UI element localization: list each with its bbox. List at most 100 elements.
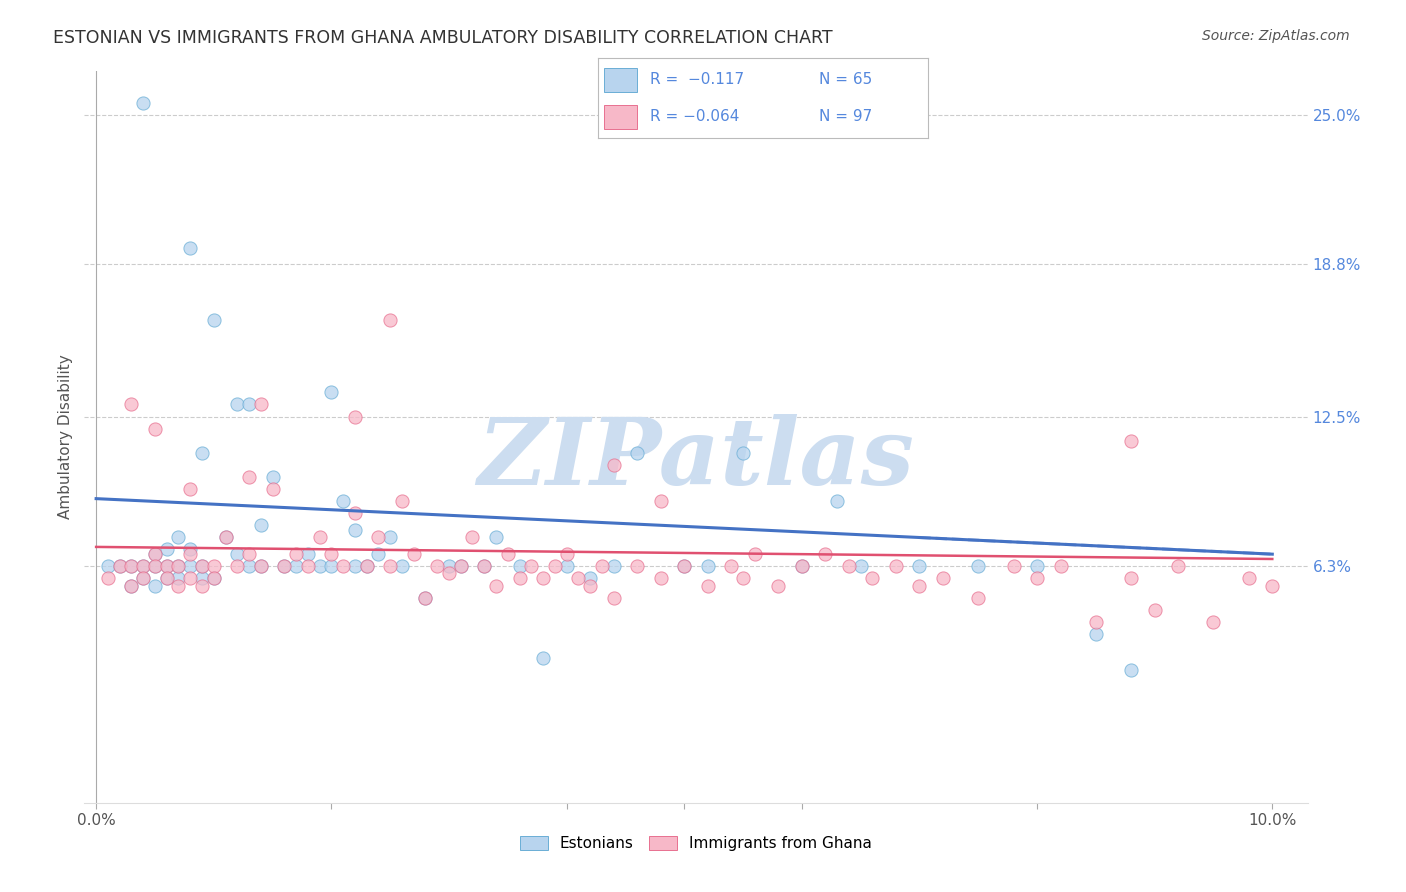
Point (249, 397, 271, 411)
Text: N = 65: N = 65 (818, 72, 872, 87)
Point (380, 313, 402, 327)
Point (238, 559, 260, 574)
Point (343, 409, 366, 424)
Point (120, 559, 142, 574)
Point (768, 578, 790, 592)
Text: R = −0.064: R = −0.064 (651, 109, 740, 124)
Point (673, 559, 696, 574)
Point (461, 530, 484, 544)
Point (167, 559, 190, 574)
Point (1121, 434, 1143, 448)
Point (356, 559, 378, 574)
Point (332, 494, 354, 508)
Point (838, 559, 860, 574)
Point (285, 559, 308, 574)
Point (367, 530, 389, 544)
Point (1261, 578, 1284, 592)
Legend: Estonians, Immigrants from Ghana: Estonians, Immigrants from Ghana (515, 830, 877, 857)
Point (814, 547, 837, 561)
Point (343, 523, 366, 537)
Point (967, 559, 990, 574)
Point (544, 559, 567, 574)
Point (97, 559, 120, 574)
Point (908, 578, 931, 592)
Point (626, 559, 648, 574)
Point (143, 559, 166, 574)
Point (226, 547, 249, 561)
Point (531, 651, 554, 665)
Point (1202, 615, 1225, 629)
Point (555, 547, 578, 561)
Point (602, 591, 624, 605)
Point (249, 559, 271, 574)
Point (321, 559, 343, 574)
Point (579, 571, 602, 585)
Point (496, 547, 519, 561)
Point (285, 547, 308, 561)
Point (509, 571, 531, 585)
Point (1026, 571, 1049, 585)
Point (849, 559, 872, 574)
Point (120, 559, 142, 574)
Point (120, 397, 142, 411)
Point (132, 571, 155, 585)
Point (332, 559, 354, 574)
Point (273, 559, 295, 574)
Point (156, 559, 179, 574)
Point (1121, 571, 1143, 585)
Point (696, 559, 718, 574)
Point (297, 559, 319, 574)
Point (744, 547, 766, 561)
Point (202, 571, 225, 585)
Point (132, 559, 155, 574)
Point (167, 578, 190, 592)
Point (249, 518, 271, 533)
Point (1002, 559, 1025, 574)
Point (415, 591, 437, 605)
Point (108, 559, 131, 574)
Point (143, 578, 166, 592)
Point (579, 578, 602, 592)
Point (472, 559, 495, 574)
Point (696, 578, 718, 592)
Point (1026, 559, 1049, 574)
Point (472, 559, 495, 574)
Point (97, 571, 120, 585)
Point (308, 530, 330, 544)
Point (191, 578, 214, 592)
Point (1049, 559, 1071, 574)
Point (167, 530, 190, 544)
Y-axis label: Ambulatory Disability: Ambulatory Disability (58, 355, 73, 519)
Text: ZIPatlas: ZIPatlas (478, 414, 914, 504)
Point (179, 571, 201, 585)
Point (367, 547, 389, 561)
Point (437, 559, 460, 574)
Point (108, 559, 131, 574)
Point (450, 559, 472, 574)
Point (179, 542, 201, 557)
Point (120, 578, 142, 592)
Point (673, 559, 696, 574)
Point (167, 571, 190, 585)
Point (273, 559, 295, 574)
Point (321, 547, 343, 561)
Text: ESTONIAN VS IMMIGRANTS FROM GHANA AMBULATORY DISABILITY CORRELATION CHART: ESTONIAN VS IMMIGRANTS FROM GHANA AMBULA… (53, 29, 832, 46)
Point (262, 482, 284, 496)
Point (509, 559, 531, 574)
Point (179, 241, 201, 255)
Point (450, 559, 472, 574)
Point (391, 559, 413, 574)
Point (238, 470, 260, 484)
Point (156, 559, 179, 574)
Point (238, 547, 260, 561)
Point (1121, 663, 1143, 677)
Point (202, 571, 225, 585)
Point (531, 571, 554, 585)
Point (262, 470, 284, 484)
Point (167, 559, 190, 574)
Point (179, 482, 201, 496)
Point (1084, 615, 1107, 629)
Point (602, 559, 624, 574)
Bar (605, 104, 637, 128)
Point (380, 559, 402, 574)
